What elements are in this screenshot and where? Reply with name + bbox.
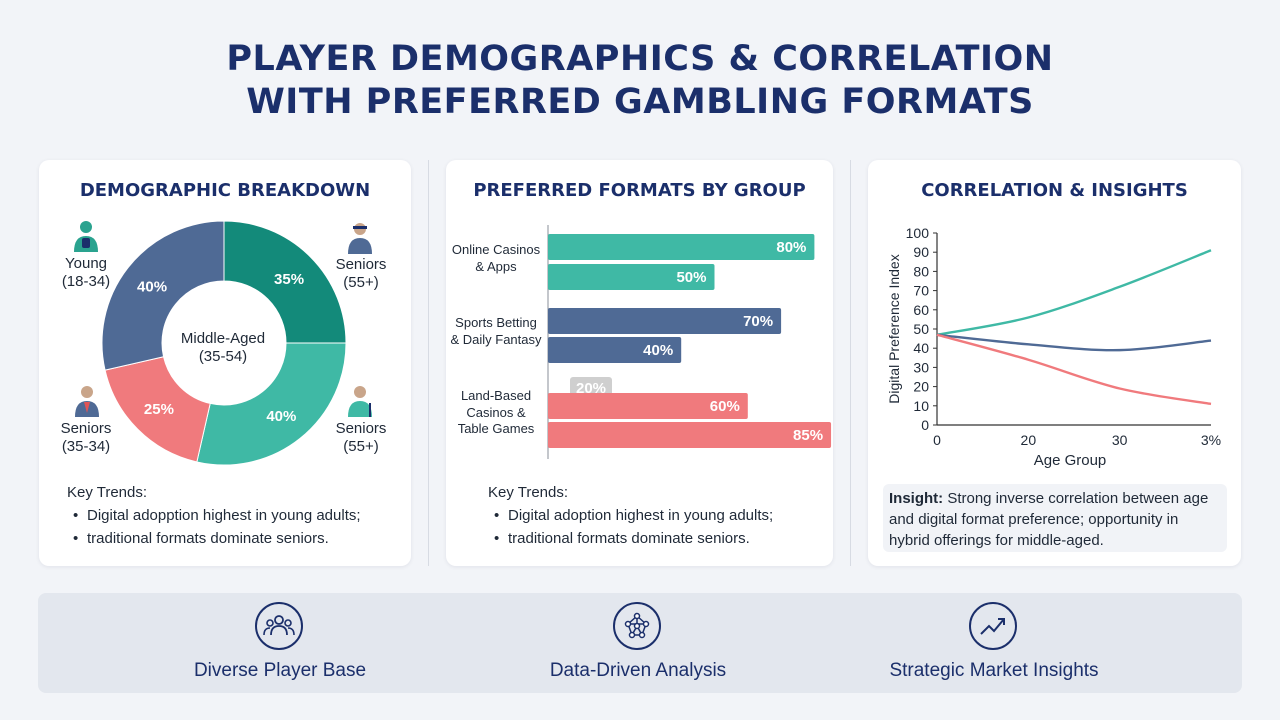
feature-label: Strategic Market Insights: [889, 660, 1099, 681]
page-title-line-2: WITH PREFERRED GAMBLING FORMATS: [246, 82, 1034, 122]
feature-data-driven-analysis: Data-Driven Analysis: [488, 593, 788, 693]
senior-cane-person-icon: [348, 386, 372, 417]
correlation-panel-title: CORRELATION & INSIGHTS: [921, 180, 1188, 201]
format-bar-label: 85%: [793, 427, 823, 444]
trend-up-icon: [969, 602, 1017, 650]
y-tick-label: 30: [913, 359, 929, 375]
y-tick-label: 10: [913, 398, 929, 414]
format-category-label: Sports Betting & Daily Fantasy: [450, 315, 542, 347]
correlation-series-line: [936, 333, 1212, 406]
y-tick-label: 100: [906, 225, 930, 241]
group-range: (35-34): [61, 438, 111, 455]
senior-person-icon: [348, 223, 372, 254]
donut-slice-label: 40%: [266, 408, 296, 425]
page-title-line-1: PLAYER DEMOGRAPHICS & CORRELATION: [226, 39, 1054, 79]
correlation-line-chart: 0 10 20 30 40 50 60 70 80 90 100 0 20 30 3% Age Group Di…: [886, 225, 1221, 469]
group-name: Young: [65, 255, 107, 272]
format-bar: [548, 422, 832, 448]
key-trend-item: traditional formats dominate seniors.: [488, 527, 773, 550]
group-name: Seniors: [335, 256, 387, 273]
network-icon: [613, 602, 661, 650]
x-tick-label: 20: [1021, 432, 1037, 448]
feature-label: Data-Driven Analysis: [549, 660, 727, 681]
feature-strategic-market-insights: Strategic Market Insights: [844, 593, 1144, 693]
correlation-series-line: [936, 333, 1212, 352]
format-bar-label: 40%: [643, 342, 673, 359]
donut-slice-label: 25%: [144, 401, 174, 418]
format-bar-label: 80%: [776, 239, 806, 256]
page-title: PLAYER DEMOGRAPHICS & CORRELATION WITH P…: [0, 38, 1280, 124]
feature-label: Diverse Player Base: [193, 660, 367, 681]
format-bar: [548, 264, 715, 290]
y-tick-label: 40: [913, 340, 929, 356]
y-tick-label: 50: [913, 321, 929, 337]
key-trends-heading: Key Trends:: [488, 484, 569, 501]
format-bar-label: 20%: [576, 380, 606, 397]
group-label-seniors-right: Seniors (55+): [326, 420, 396, 456]
formats-panel-title: PREFERRED FORMATS BY GROUP: [473, 180, 806, 201]
group-name: Seniors: [335, 420, 387, 437]
key-trend-item: traditional formats dominate seniors.: [67, 527, 361, 550]
key-trend-item: Digital adopption highest in young adult…: [67, 504, 361, 527]
donut-slice: [101, 220, 225, 371]
demographic-donut-chart: 35% 40% 25% 40%: [101, 220, 347, 466]
x-axis-label: Age Group: [1034, 452, 1107, 469]
y-tick-label: 80: [913, 263, 929, 279]
y-tick-label: 20: [913, 379, 929, 395]
demographic-key-trends: Key Trends: Digital adopption highest in…: [67, 481, 361, 550]
insight-text: Strong inverse correlation between age a…: [889, 490, 1209, 549]
feature-strip: Diverse Player Base Data-Driven Analysis: [38, 593, 1242, 693]
people-icon: [255, 602, 303, 650]
format-bar: [548, 393, 748, 419]
format-bar: [548, 337, 682, 363]
group-label-seniors-left: Seniors (35-34): [50, 420, 122, 456]
donut-slice: [196, 342, 347, 466]
x-tick-label: 3%: [1201, 432, 1221, 448]
group-range: (18-34): [61, 273, 111, 290]
young-person-icon: [74, 221, 98, 252]
panel-divider: [850, 160, 851, 566]
y-tick-label: 90: [913, 244, 929, 260]
group-range: (55+): [343, 274, 379, 291]
feature-diverse-player-base: Diverse Player Base: [130, 593, 430, 693]
insight-box: Insight: Strong inverse correlation betw…: [883, 484, 1227, 552]
group-name: Seniors: [60, 420, 112, 437]
donut-slice-label: 40%: [137, 279, 167, 296]
correlation-series-line: [936, 249, 1212, 336]
middle-person-icon: [75, 386, 99, 417]
demographic-panel-title: DEMOGRAPHIC BREAKDOWN: [79, 180, 371, 201]
format-bar: [548, 234, 815, 260]
format-bar-label: 60%: [710, 398, 740, 415]
key-trend-item: Digital adoption highest in young adults…: [488, 504, 773, 527]
format-category-label: Land-Based Casinos & Table Games: [458, 388, 535, 436]
y-axis-label: Digital Preference Index: [886, 254, 902, 403]
formats-bar-chart: 80% 50% 70% 40% 20% 60% 85% Online Casinos & App…: [450, 225, 832, 459]
key-trends-heading: Key Trends:: [67, 484, 148, 501]
formats-key-trends: Key Trends: Digital adoption highest in …: [488, 481, 773, 550]
format-bar-label: 70%: [743, 313, 773, 330]
donut-slice: [223, 220, 347, 344]
y-tick-label: 60: [913, 302, 929, 318]
x-tick-label: 0: [933, 432, 941, 448]
group-range: (55+): [343, 438, 379, 455]
donut-slice-label: 35%: [274, 271, 304, 288]
y-tick-label: 70: [913, 283, 929, 299]
panel-divider: [428, 160, 429, 566]
insight-label: Insight:: [889, 490, 944, 507]
format-bar-label: 50%: [676, 269, 706, 286]
donut-center-label: Middle-Aged (35-54): [180, 330, 266, 365]
format-category-label: Online Casinos & Apps: [452, 242, 541, 274]
group-label-young: Young (18-34): [50, 255, 122, 291]
format-bar: [548, 308, 782, 334]
y-tick-label: 0: [921, 417, 929, 433]
group-label-seniors-top: Seniors (55+): [326, 256, 396, 292]
x-tick-label: 30: [1112, 432, 1128, 448]
